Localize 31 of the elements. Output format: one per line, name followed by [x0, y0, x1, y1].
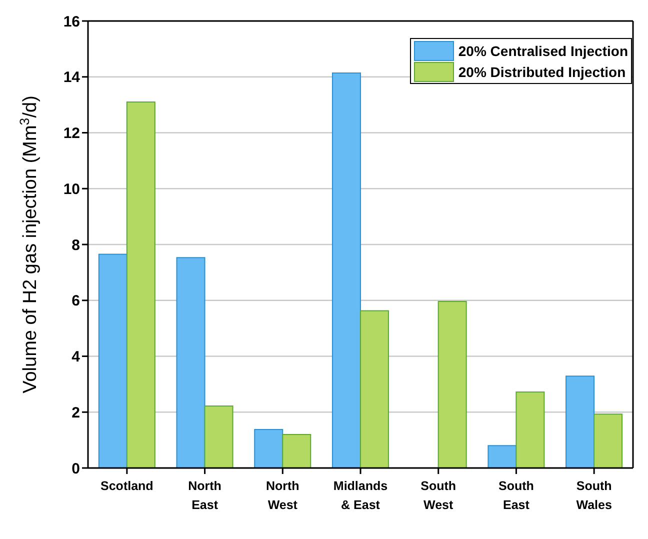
y-tick-label: 12 [63, 125, 80, 142]
x-tick-label: North East [188, 479, 222, 512]
bar [594, 414, 623, 468]
legend-label: 20% Centralised Injection [458, 42, 628, 58]
bar [98, 254, 128, 468]
y-tick-label: 0 [72, 460, 80, 478]
bar [488, 445, 517, 468]
x-tick-label: South East [498, 479, 534, 512]
bar [516, 392, 545, 468]
y-tick-label: 4 [72, 348, 81, 366]
bar [360, 310, 389, 468]
x-tick-label: South West [420, 479, 456, 512]
y-tick-label: 14 [63, 69, 81, 86]
bar [438, 300, 467, 468]
bar [126, 102, 156, 468]
y-tick-label: 8 [72, 236, 80, 254]
bar [282, 434, 312, 468]
x-tick-label: North West [266, 479, 300, 512]
x-tick-label: South Wales [576, 479, 612, 512]
bar [332, 72, 361, 468]
bar [254, 428, 284, 468]
bar [566, 376, 595, 468]
y-tick-label: 6 [72, 292, 80, 310]
y-tick-label: 10 [63, 180, 80, 198]
y-tick-label: 2 [72, 404, 80, 422]
legend-label: 20% Distributed Injection [458, 64, 626, 80]
x-tick-label: Midlands & East [333, 479, 388, 512]
bar [204, 405, 234, 468]
bar [176, 257, 206, 468]
y-tick-label: 16 [63, 13, 80, 30]
x-tick-label: Scotland [100, 479, 154, 493]
